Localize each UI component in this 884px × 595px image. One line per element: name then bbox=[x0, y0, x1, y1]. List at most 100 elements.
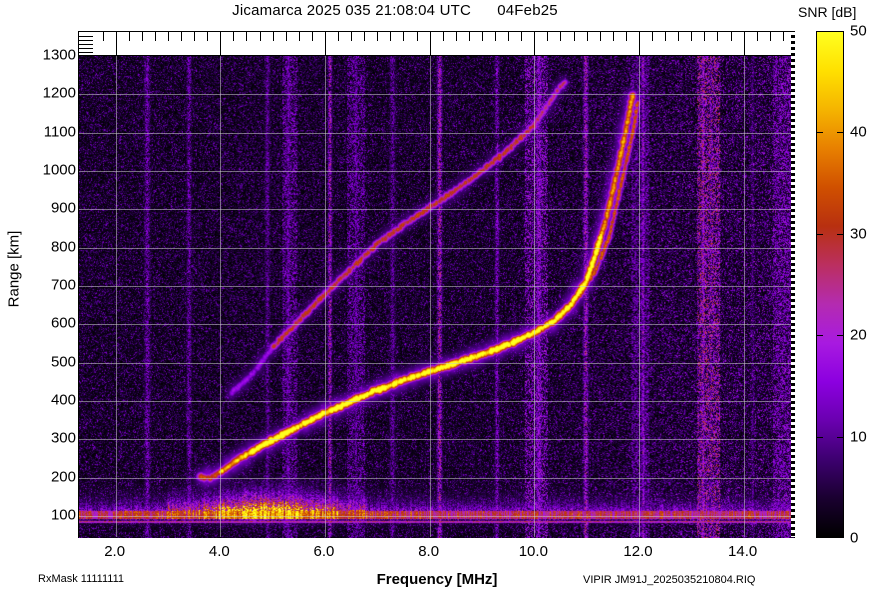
gridline-h bbox=[79, 247, 794, 249]
source-file-label: VIPIR JM91J_2025035210804.RIQ bbox=[583, 574, 756, 586]
colorbar-tick bbox=[837, 335, 844, 337]
freq-minor-tick bbox=[233, 32, 235, 41]
gridline-v bbox=[115, 56, 117, 537]
range-minor-tick bbox=[79, 40, 93, 41]
page-title: Jicamarca 2025 035 21:08:04 UTC 04Feb25 bbox=[232, 2, 558, 19]
y-tick-label: 400 bbox=[50, 391, 76, 409]
freq-minor-tick bbox=[665, 32, 667, 41]
freq-minor-tick bbox=[246, 32, 248, 41]
freq-major-tick bbox=[220, 32, 222, 55]
colorbar-tick-label: 0 bbox=[850, 529, 859, 547]
x-tick-label: 6.0 bbox=[313, 543, 335, 560]
range-minor-tick bbox=[79, 52, 93, 53]
freq-minor-tick bbox=[285, 32, 287, 41]
colorbar-tick-label: 40 bbox=[850, 123, 867, 141]
y-tick-label: 600 bbox=[50, 314, 76, 332]
colorbar-tick-label: 10 bbox=[850, 428, 867, 446]
x-tick-label: 12.0 bbox=[623, 543, 653, 560]
freq-minor-tick bbox=[390, 32, 392, 41]
gridline-h bbox=[79, 132, 794, 134]
freq-minor-tick bbox=[416, 32, 418, 41]
x-tick-label: 14.0 bbox=[728, 543, 758, 560]
freq-minor-tick bbox=[298, 32, 300, 41]
colorbar-tick-label: 50 bbox=[850, 22, 867, 40]
freq-minor-tick bbox=[704, 32, 706, 41]
freq-minor-tick bbox=[272, 32, 274, 41]
colorbar-tick bbox=[837, 436, 844, 438]
gridline-v bbox=[220, 56, 222, 537]
colorbar-tick bbox=[816, 436, 823, 438]
freq-minor-tick bbox=[442, 32, 444, 41]
freq-minor-tick bbox=[625, 32, 627, 41]
freq-minor-tick bbox=[612, 32, 614, 41]
freq-major-tick bbox=[115, 32, 117, 55]
y-tick-label: 100 bbox=[50, 506, 76, 524]
x-tick-label: 4.0 bbox=[208, 543, 230, 560]
y-tick-label: 300 bbox=[50, 429, 76, 447]
colorbar-tick bbox=[837, 233, 844, 235]
freq-minor-tick bbox=[102, 32, 104, 41]
freq-minor-tick bbox=[181, 32, 183, 41]
ionogram-raster bbox=[79, 56, 794, 538]
freq-minor-tick bbox=[547, 32, 549, 41]
gridline-h bbox=[79, 362, 794, 364]
y-axis-title: Range [km] bbox=[5, 230, 23, 308]
freq-minor-tick bbox=[351, 32, 353, 41]
freq-major-tick bbox=[429, 32, 431, 55]
freq-minor-tick bbox=[756, 32, 758, 41]
freq-minor-tick bbox=[167, 32, 169, 41]
y-tick-label: 1100 bbox=[43, 123, 76, 141]
gridline-h bbox=[79, 439, 794, 441]
y-tick-label: 200 bbox=[50, 468, 76, 486]
freq-minor-tick bbox=[364, 32, 366, 41]
freq-minor-tick bbox=[691, 32, 693, 41]
freq-minor-tick bbox=[311, 32, 313, 41]
freq-minor-tick bbox=[573, 32, 575, 41]
colorbar-title: SNR [dB] bbox=[798, 4, 857, 20]
freq-minor-tick bbox=[338, 32, 340, 41]
gridline-v bbox=[324, 56, 326, 537]
y-tick-label: 800 bbox=[50, 238, 76, 256]
colorbar-tick bbox=[816, 132, 823, 134]
freq-minor-tick bbox=[717, 32, 719, 41]
rxmask-label: RxMask 11111111 bbox=[38, 573, 125, 585]
freq-minor-tick bbox=[495, 32, 497, 41]
x-tick-label: 10.0 bbox=[518, 543, 548, 560]
gridline-h bbox=[79, 516, 794, 517]
x-tick-label: 2.0 bbox=[104, 543, 126, 560]
freq-minor-tick bbox=[521, 32, 523, 41]
freq-minor-tick bbox=[481, 32, 483, 41]
gridline-h bbox=[79, 286, 794, 287]
range-minor-tick bbox=[79, 36, 93, 37]
y-tick-label: 700 bbox=[50, 276, 76, 294]
freq-minor-tick bbox=[730, 32, 732, 41]
freq-minor-tick bbox=[468, 32, 470, 41]
freq-minor-tick bbox=[259, 32, 261, 41]
colorbar-tick bbox=[816, 233, 823, 235]
gridline-h bbox=[79, 94, 794, 96]
freq-minor-tick bbox=[560, 32, 562, 41]
x-tick-label: 8.0 bbox=[418, 543, 440, 560]
y-tick-label: 1300 bbox=[42, 46, 76, 64]
ionogram-plot[interactable] bbox=[78, 31, 795, 538]
freq-major-tick bbox=[743, 32, 745, 55]
range-minor-tick bbox=[79, 44, 93, 45]
freq-minor-tick bbox=[769, 32, 771, 41]
freq-minor-tick bbox=[403, 32, 405, 41]
gridline-h bbox=[79, 209, 794, 211]
gridline-v bbox=[638, 56, 640, 537]
freq-minor-tick bbox=[141, 32, 143, 41]
gridline-h bbox=[79, 324, 794, 326]
gridline-h bbox=[79, 401, 794, 402]
freq-major-tick bbox=[534, 32, 536, 55]
freq-minor-tick bbox=[599, 32, 601, 41]
freq-minor-tick bbox=[678, 32, 680, 41]
y-tick-label: 900 bbox=[50, 199, 76, 217]
colorbar-tick-label: 30 bbox=[850, 225, 867, 243]
gridline-v bbox=[743, 56, 745, 537]
colorbar-tick bbox=[816, 335, 823, 337]
gridline-h bbox=[79, 477, 794, 479]
freq-minor-tick bbox=[377, 32, 379, 41]
freq-minor-tick bbox=[207, 32, 209, 41]
y-tick-label: 500 bbox=[50, 353, 76, 371]
